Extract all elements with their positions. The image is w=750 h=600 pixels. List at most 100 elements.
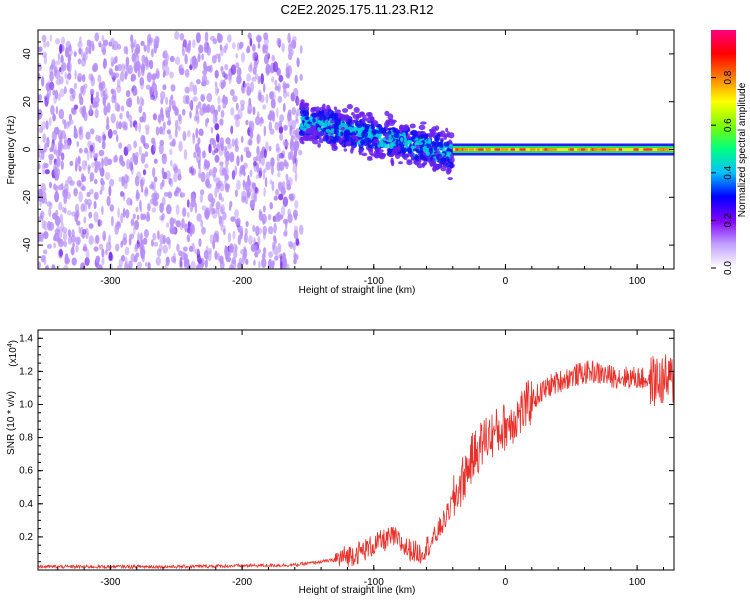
spectrogram-cell bbox=[292, 36, 297, 43]
spectrogram-cell bbox=[165, 96, 169, 105]
spectrogram-cell bbox=[409, 123, 416, 129]
spectrogram-cell bbox=[130, 73, 137, 82]
spectrogram-cell bbox=[294, 133, 299, 141]
spectrogram-cell bbox=[318, 134, 322, 140]
spectrogram-cell bbox=[78, 47, 82, 55]
spectrogram-cell bbox=[294, 74, 298, 84]
spectrogram-cell bbox=[70, 234, 77, 243]
spectrogram-cell bbox=[217, 252, 220, 261]
spectrogram-cell bbox=[223, 228, 226, 236]
spectrogram-cell bbox=[38, 261, 41, 269]
spectrogram-cell bbox=[162, 84, 167, 91]
spectrogram-cell bbox=[404, 153, 412, 157]
spectrogram-cell bbox=[151, 82, 157, 93]
spectrogram-cell bbox=[281, 42, 285, 53]
spectrogram-cell bbox=[145, 84, 151, 90]
spectrogram-cell bbox=[235, 62, 240, 69]
spectrogram-cell bbox=[253, 259, 256, 266]
y-tick-label: -20 bbox=[22, 190, 33, 205]
spectrogram-cell bbox=[77, 76, 82, 82]
spectrogram-cell bbox=[41, 34, 47, 43]
spectrogram-cell bbox=[241, 190, 247, 201]
spectrogram-cell bbox=[126, 65, 129, 76]
spectrogram-cell bbox=[232, 230, 236, 240]
spectrogram-cell bbox=[591, 148, 595, 151]
spectrogram-cell bbox=[265, 93, 269, 104]
x-tick-label: -300 bbox=[100, 276, 120, 287]
spectrogram-cell bbox=[83, 83, 88, 89]
spectrogram-cell bbox=[130, 218, 135, 227]
spectrogram-cell bbox=[73, 51, 77, 57]
spectrogram-cell bbox=[49, 81, 55, 91]
spectrogram-cell bbox=[413, 159, 418, 165]
spectrogram-cell bbox=[217, 95, 221, 105]
spectrogram-cell bbox=[378, 149, 384, 153]
spectrogram-cell bbox=[299, 73, 303, 81]
spectrogram-cell bbox=[291, 119, 297, 130]
spectrogram-cell bbox=[64, 47, 70, 58]
spectrogram-cell bbox=[198, 44, 204, 53]
spectrogram-cell bbox=[91, 64, 97, 73]
spectrogram-cell bbox=[97, 264, 103, 269]
spectrogram-cell bbox=[236, 155, 240, 167]
spectrogram-cell bbox=[166, 204, 172, 215]
spectrogram-cell bbox=[125, 256, 128, 268]
spectrogram-cell bbox=[93, 191, 99, 200]
spectrogram-cell bbox=[222, 102, 226, 109]
spectrogram-cell bbox=[140, 153, 146, 164]
spectrogram-cell bbox=[130, 253, 136, 263]
spectrogram-cell bbox=[50, 64, 54, 70]
spectrogram-cell bbox=[204, 31, 209, 43]
spectrogram-cell bbox=[163, 191, 169, 197]
y-tick-label: 0.4 bbox=[19, 499, 33, 510]
spectrogram-cell bbox=[128, 114, 133, 122]
spectrogram-cell bbox=[192, 133, 195, 145]
spectrogram-cell bbox=[322, 103, 326, 110]
spectrogram-cell bbox=[234, 209, 239, 219]
spectrogram-cell bbox=[277, 171, 281, 178]
spectrogram-cell bbox=[363, 141, 370, 147]
spectrogram-cell bbox=[152, 167, 156, 178]
spectrogram-cell bbox=[53, 235, 57, 242]
spectrogram-cell bbox=[42, 191, 47, 200]
spectrogram-cell bbox=[126, 175, 130, 183]
spectrogram-cell bbox=[333, 128, 339, 135]
spectrogram-cell bbox=[196, 79, 201, 85]
spectrogram-cell bbox=[293, 87, 299, 98]
spectrogram-cell bbox=[88, 235, 94, 246]
spectrogram-cell bbox=[168, 178, 172, 185]
spectrogram-cell bbox=[257, 235, 261, 246]
chart-title: C2E2.2025.175.11.23.R12 bbox=[281, 2, 434, 17]
spectrogram-cell bbox=[244, 227, 248, 235]
spectrogram-cell bbox=[230, 64, 237, 75]
spectrogram-cell bbox=[64, 257, 70, 265]
spectrogram-cell bbox=[136, 95, 140, 105]
spectrogram-cell bbox=[75, 210, 80, 219]
spectrogram-cell bbox=[502, 148, 507, 151]
spectrogram-cell bbox=[51, 264, 56, 269]
spectrogram-cell bbox=[263, 205, 266, 213]
spectrogram-cell bbox=[39, 199, 42, 207]
spectrogram-cell bbox=[119, 112, 123, 120]
spectrogram-cell bbox=[319, 116, 323, 121]
spectrogram-cell bbox=[367, 144, 374, 148]
spectrogram-cell bbox=[159, 215, 164, 221]
spectrogram-cell bbox=[114, 224, 119, 235]
spectrogram-cell bbox=[146, 211, 150, 219]
spectrogram-cell bbox=[595, 148, 599, 151]
spectrogram-cell bbox=[262, 169, 266, 181]
spectrogram-cell bbox=[44, 198, 48, 205]
spectrogram-cell bbox=[100, 43, 105, 53]
spectrogram-cell bbox=[279, 132, 283, 141]
spectrogram-cell bbox=[63, 264, 69, 269]
spectrogram-cell bbox=[407, 147, 413, 154]
spectrogram-cell bbox=[140, 134, 146, 144]
spectrogram-cell bbox=[303, 134, 308, 140]
spectrogram-cell bbox=[128, 260, 133, 269]
spectrogram-cell bbox=[67, 229, 72, 237]
spectrogram-cell bbox=[59, 213, 64, 224]
spectrogram-cell bbox=[296, 57, 300, 68]
spectrogram-cell bbox=[189, 81, 194, 92]
spectrogram-cell bbox=[166, 129, 171, 135]
spectrogram-cell bbox=[259, 150, 265, 159]
